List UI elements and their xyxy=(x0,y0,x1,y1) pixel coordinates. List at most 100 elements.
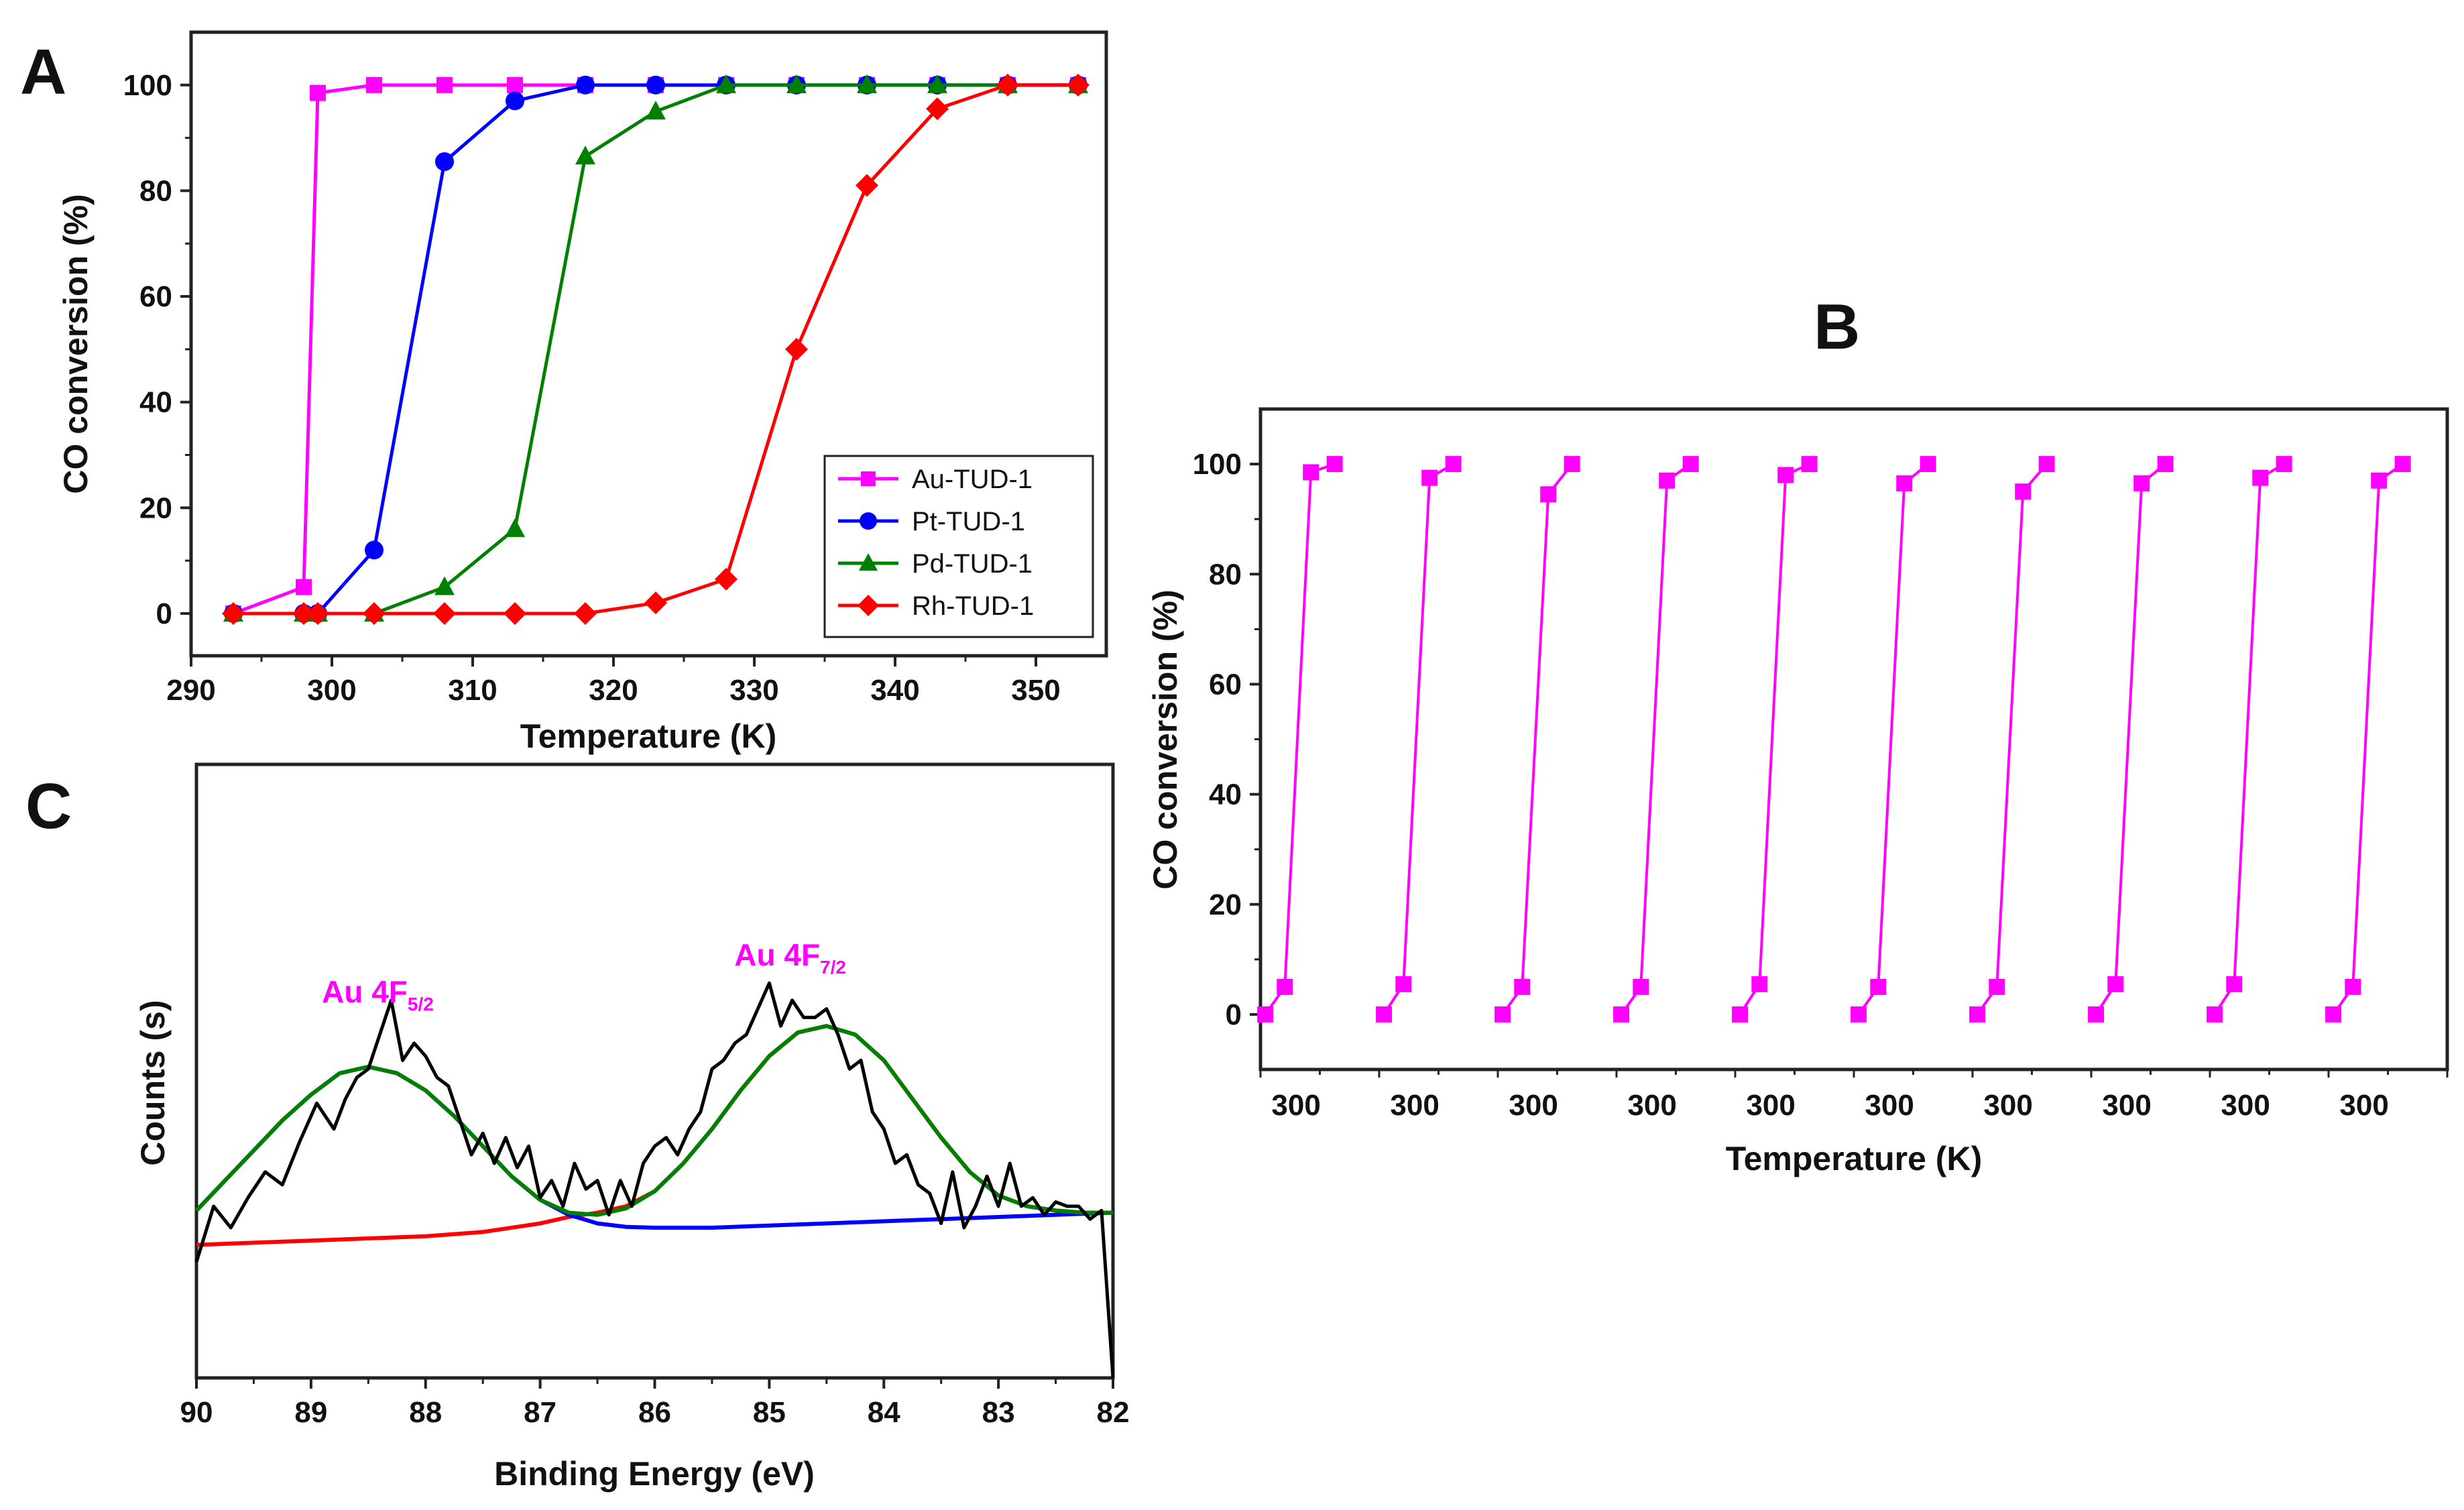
data-point-rh-tud-1 xyxy=(856,174,878,197)
data-point-cycle-3 xyxy=(1494,1006,1511,1023)
chart-c-x-tick-label: 87 xyxy=(524,1396,556,1429)
chart-b-x-tick-label: 300 xyxy=(1271,1089,1320,1122)
chart-b-y-tick-label: 60 xyxy=(1209,668,1242,701)
chart-a-y-tick-label: 80 xyxy=(139,174,172,207)
legend-label-pt-tud-1: Pt-TUD-1 xyxy=(912,507,1025,536)
panel-letter-a: A xyxy=(20,36,66,108)
data-point-pd-tud-1 xyxy=(646,101,666,120)
data-point-rh-tud-1 xyxy=(306,601,329,625)
series-line-cycle-8 xyxy=(2095,463,2166,1016)
chart-b-x-tick-label: 300 xyxy=(1627,1089,1676,1122)
chart-a-x-tick-label: 290 xyxy=(166,674,215,707)
series-line-cycle-5 xyxy=(1739,463,1810,1016)
chart-c-y-title: Counts (s) xyxy=(134,1000,172,1165)
chart-b-y-title: CO conversion (%) xyxy=(1147,589,1184,889)
chart-a-y-tick-label: 20 xyxy=(139,491,172,524)
data-point-cycle-10 xyxy=(2345,978,2361,995)
peak-label-5-2: Au 4F5/2 xyxy=(322,974,434,1014)
chart-b-x-tick-label: 300 xyxy=(2221,1089,2270,1122)
data-point-pt-tud-1 xyxy=(435,152,454,172)
series-line-cycle-4 xyxy=(1620,463,1692,1016)
data-point-rh-tud-1 xyxy=(644,591,667,615)
data-point-cycle-7 xyxy=(1989,978,2005,995)
chart-b-x-tick-label: 300 xyxy=(1390,1089,1439,1122)
chart-a: 290 300 310 320 330 340 350 0 20 40 60 80 100 Au-TUD… xyxy=(57,30,1108,755)
data-point-cycle-1 xyxy=(1326,456,1343,473)
data-point-cycle-6 xyxy=(1851,1006,1867,1023)
chart-a-y-tick-label: 100 xyxy=(123,69,172,102)
data-point-rh-tud-1 xyxy=(926,97,949,121)
chart-a-x-tick-label: 330 xyxy=(729,674,778,707)
legend-marker-pt-tud-1 xyxy=(860,512,877,530)
chart-b-x-tick-label: 300 xyxy=(2102,1089,2151,1122)
data-point-cycle-2 xyxy=(1395,976,1412,992)
data-point-cycle-10 xyxy=(2371,472,2388,489)
data-point-cycle-3 xyxy=(1514,978,1531,995)
chart-a-frame xyxy=(189,30,1108,658)
series-line-cycle-9 xyxy=(2213,463,2285,1016)
data-point-cycle-5 xyxy=(1732,1006,1749,1023)
legend-label-rh-tud-1: Rh-TUD-1 xyxy=(912,591,1034,621)
chart-c-x-title: Binding Energy (eV) xyxy=(494,1455,815,1493)
chart-c-x-tick-label: 89 xyxy=(294,1396,327,1429)
data-point-cycle-8 xyxy=(2157,456,2174,473)
data-point-pt-tud-1 xyxy=(365,540,384,560)
data-point-rh-tud-1 xyxy=(504,601,526,625)
data-point-au-tud-1 xyxy=(310,84,326,101)
chart-c-x-tick-label: 88 xyxy=(409,1396,442,1429)
data-point-cycle-9 xyxy=(2276,456,2292,473)
data-point-cycle-1 xyxy=(1303,464,1319,481)
data-point-cycle-4 xyxy=(1682,456,1699,473)
data-point-cycle-5 xyxy=(1801,456,1818,473)
data-point-rh-tud-1 xyxy=(292,601,315,625)
chart-b-y-tick-label: 80 xyxy=(1209,558,1242,591)
data-point-cycle-1 xyxy=(1257,1006,1274,1023)
data-point-cycle-4 xyxy=(1633,978,1649,995)
peak-label-7-2: Au 4F7/2 xyxy=(734,937,846,978)
data-point-cycle-7 xyxy=(2038,456,2055,473)
chart-b-x-title: Temperature (K) xyxy=(1726,1140,1982,1177)
series-line-cycle-2 xyxy=(1383,463,1454,1016)
legend-marker-au-tud-1 xyxy=(861,471,876,486)
chart-b-x-tick-label: 300 xyxy=(1865,1089,1914,1122)
data-point-cycle-2 xyxy=(1376,1006,1393,1023)
peak-label-subscript: 7/2 xyxy=(820,957,846,978)
panel-letter-c: C xyxy=(25,770,72,842)
chart-a-x-tick-label: 350 xyxy=(1011,674,1060,707)
data-point-rh-tud-1 xyxy=(785,337,808,361)
data-point-cycle-2 xyxy=(1421,469,1438,486)
chart-b-y-tick-label: 40 xyxy=(1209,778,1242,811)
spectrum-au-4f7-2-component xyxy=(196,1024,1113,1247)
data-point-cycle-6 xyxy=(1896,475,1913,491)
series-line-cycle-7 xyxy=(1976,463,2048,1016)
data-point-cycle-7 xyxy=(2015,483,2032,500)
data-point-pd-tud-1 xyxy=(927,74,947,93)
data-point-pt-tud-1 xyxy=(646,75,665,95)
data-point-cycle-8 xyxy=(2133,475,2150,491)
data-point-pt-tud-1 xyxy=(576,75,595,95)
data-point-rh-tud-1 xyxy=(222,601,245,625)
chart-a-y-tick-label: 0 xyxy=(156,597,172,630)
chart-a-y-tick-label: 40 xyxy=(139,386,172,419)
chart-a-legend: Au-TUD-1 Pt-TUD-1 Pd-TUD-1 Rh-TUD-1 xyxy=(823,455,1094,638)
data-point-pt-tud-1 xyxy=(506,91,524,111)
series-line-cycle-3 xyxy=(1501,463,1574,1016)
chart-b-x-tick-label: 300 xyxy=(2339,1089,2388,1122)
chart-b-x-tick-label: 300 xyxy=(1509,1089,1558,1122)
chart-b-y-tick-label: 20 xyxy=(1209,888,1242,921)
data-point-rh-tud-1 xyxy=(996,73,1019,97)
chart-a-x-tick-label: 320 xyxy=(589,674,638,707)
data-point-pd-tud-1 xyxy=(575,146,595,165)
chart-c-x-tick-label: 84 xyxy=(868,1396,900,1429)
data-point-cycle-7 xyxy=(1969,1006,1986,1023)
data-point-cycle-3 xyxy=(1564,456,1580,473)
series-line-cycle-1 xyxy=(1264,463,1336,1016)
chart-b: 0 20 40 60 80 100 300 300 300 300 300 300 300 300 300 3… xyxy=(1147,407,2449,1177)
data-point-rh-tud-1 xyxy=(363,601,386,625)
legend-label-au-tud-1: Au-TUD-1 xyxy=(912,465,1033,494)
chart-b-frame xyxy=(1258,407,2449,1071)
data-point-pd-tud-1 xyxy=(716,74,736,93)
legend-marker-pd-tud-1 xyxy=(859,553,878,571)
chart-b-x-tick-label: 300 xyxy=(1983,1089,2032,1122)
